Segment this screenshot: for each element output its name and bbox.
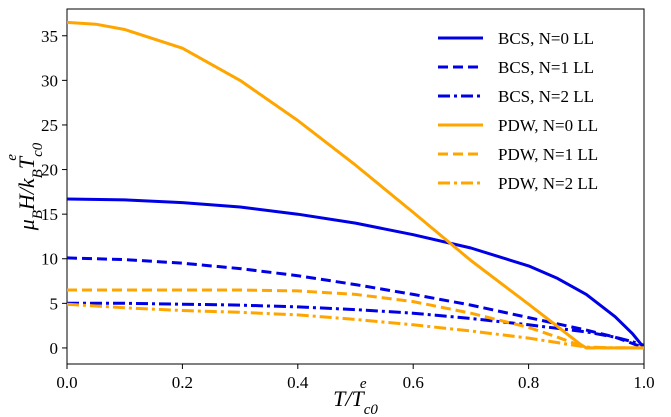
x-tick-label: 0.2 bbox=[172, 373, 193, 392]
x-tick-label: 0.6 bbox=[403, 373, 424, 392]
legend-label-6: PDW, N=2 LL bbox=[498, 174, 598, 193]
series-line-3 bbox=[67, 301, 644, 347]
legend: BCS, N=0 LL BCS, N=1 LL BCS, N=2 LL PDW, N=… bbox=[438, 29, 598, 193]
x-axis: 0.0 0.2 0.4 0.6 0.8 1.0 bbox=[56, 364, 655, 392]
y-tick-label: 30 bbox=[41, 71, 58, 90]
legend-label-2: BCS, N=1 LL bbox=[498, 58, 594, 77]
y-axis-label: μBH/kBTc0e bbox=[4, 142, 46, 231]
x-tick-label: 0.0 bbox=[56, 373, 77, 392]
legend-label-1: BCS, N=0 LL bbox=[498, 29, 594, 48]
y-tick-label: 35 bbox=[41, 27, 58, 46]
y-tick-label: 20 bbox=[41, 161, 58, 180]
y-tick-label: 25 bbox=[41, 116, 58, 135]
y-tick-label: 0 bbox=[50, 339, 59, 358]
x-tick-label: 0.8 bbox=[518, 373, 539, 392]
series-layer bbox=[67, 20, 644, 350]
x-axis-label: T/Tc0e bbox=[333, 376, 378, 417]
y-tick-label: 15 bbox=[41, 205, 58, 224]
plot-area bbox=[66, 8, 645, 365]
series-line-1 bbox=[67, 197, 644, 349]
y-axis: 0 5 10 15 20 25 30 35 bbox=[41, 27, 67, 358]
y-tick-label: 5 bbox=[50, 294, 59, 313]
x-tick-label: 0.4 bbox=[287, 373, 309, 392]
series-line-2 bbox=[67, 256, 644, 350]
legend-label-4: PDW, N=0 LL bbox=[498, 116, 598, 135]
series-line-5 bbox=[67, 288, 644, 350]
series-line-6 bbox=[67, 302, 644, 350]
legend-label-5: PDW, N=1 LL bbox=[498, 145, 598, 164]
legend-label-3: BCS, N=2 LL bbox=[498, 87, 594, 106]
x-tick-label: 1.0 bbox=[633, 373, 654, 392]
y-tick-label: 10 bbox=[41, 250, 58, 269]
